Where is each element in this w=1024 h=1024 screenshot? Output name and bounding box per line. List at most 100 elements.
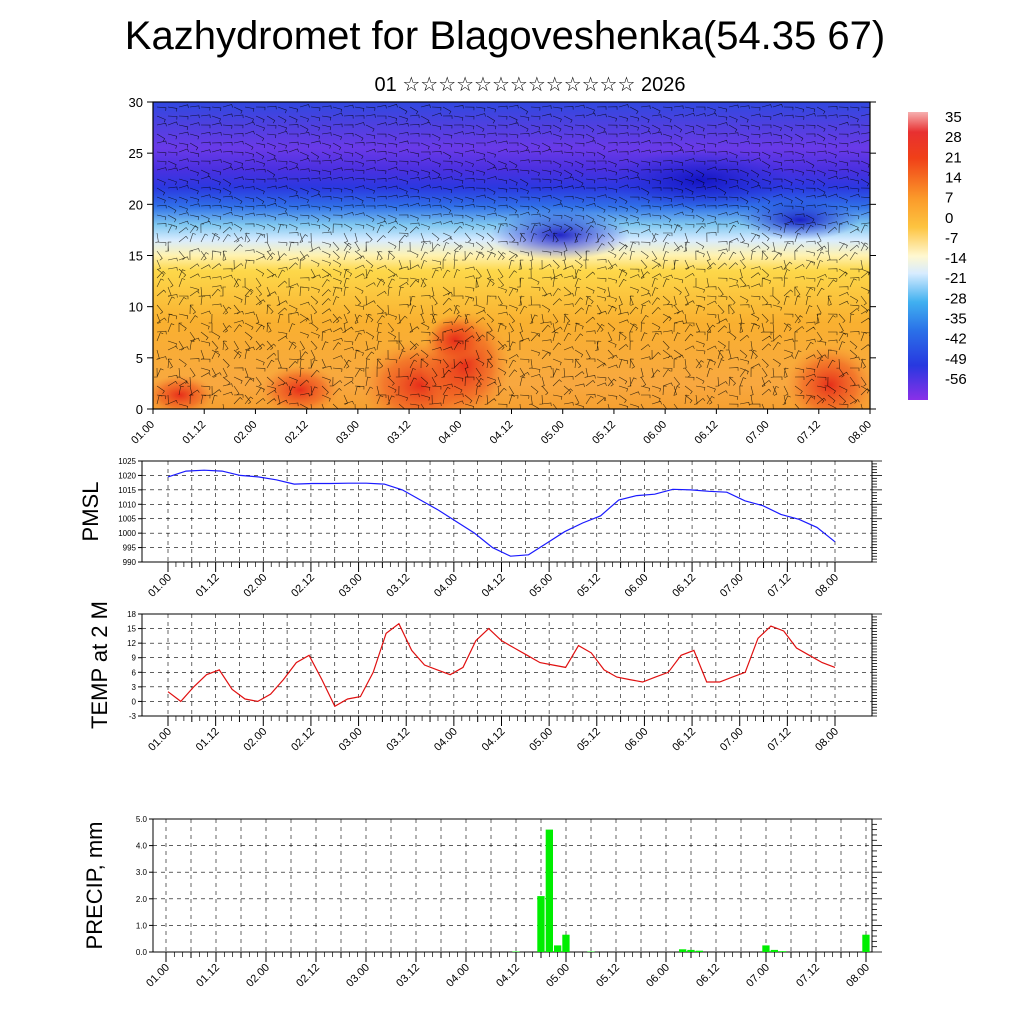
x-tick-label: 05.12 xyxy=(594,962,622,990)
x-tick-label: 04.12 xyxy=(488,419,516,447)
precip-panel: 0.0 1.0 2.0 3.0 4.0 5.0 01.00 01.12 02.00 02.12 03… xyxy=(82,815,882,990)
x-tick-label: 02.12 xyxy=(289,572,317,600)
y-tick-label: 3 xyxy=(132,683,137,692)
y-tick-label: 12 xyxy=(127,639,136,648)
wind-barbs xyxy=(154,103,870,409)
y-tick-label: 6 xyxy=(132,668,137,677)
x-tick-label: 05.00 xyxy=(527,572,555,600)
temperature-anomaly xyxy=(610,150,790,210)
precip-bar xyxy=(695,950,703,952)
colorbar-label: -21 xyxy=(945,270,967,287)
x-tick-label: 06.12 xyxy=(693,419,721,447)
x-tick-label: 02.00 xyxy=(232,419,260,447)
x-tick-label: 08.00 xyxy=(846,419,874,447)
precip-bar xyxy=(679,949,687,952)
x-tick-label: 05.00 xyxy=(539,419,567,447)
y-axis-label: PMSL xyxy=(78,482,103,542)
x-tick-label: 03.12 xyxy=(384,572,412,600)
y-tick-label: 5.0 xyxy=(136,815,148,824)
x-tick-label: 05.12 xyxy=(575,726,603,754)
panel-frame xyxy=(152,818,873,953)
y-tick-label: 0.0 xyxy=(136,948,148,957)
colorbar-label: 28 xyxy=(945,129,962,146)
x-tick-label: 06.12 xyxy=(670,572,698,600)
x-tick-label: 05.12 xyxy=(575,572,603,600)
colorbar-label: -28 xyxy=(945,290,967,307)
precip-bar xyxy=(762,945,770,952)
x-tick-label: 03.00 xyxy=(344,962,372,990)
x-tick-label: 07.00 xyxy=(744,419,772,447)
x-tick-label: 02.00 xyxy=(241,726,269,754)
y-tick-label: 25 xyxy=(129,146,143,161)
x-tick-label: 05.00 xyxy=(527,726,555,754)
precip-bar xyxy=(512,951,520,952)
temperature-anomaly xyxy=(740,200,860,240)
precip-bar xyxy=(770,949,778,952)
page-title: Kazhydromet for Blagoveshenka(54.35 67) xyxy=(124,14,886,58)
temperature-anomaly xyxy=(425,315,485,365)
x-tick-label: 02.12 xyxy=(294,962,322,990)
x-tick-label: 08.00 xyxy=(844,962,872,990)
cross-section-panel: 0 5 10 15 20 25 30 01.00 01.12 02.00 02.12 03.00 03.… xyxy=(129,95,876,447)
y-tick-label: 1025 xyxy=(118,457,136,466)
x-tick-label: 02.12 xyxy=(283,419,311,447)
colorbar-scale xyxy=(908,112,928,400)
colorbar-label: -14 xyxy=(945,250,967,267)
colorbar-label: -7 xyxy=(945,230,958,247)
x-tick-label: 03.12 xyxy=(384,726,412,754)
x-tick-label: 01.12 xyxy=(194,572,222,600)
y-axis-label: TEMP at 2 M xyxy=(87,601,112,729)
precip-bar xyxy=(687,949,695,952)
x-tick-label: 01.00 xyxy=(129,419,157,447)
y-tick-label: 15 xyxy=(127,625,136,634)
y-tick-label: 4.0 xyxy=(136,842,148,851)
x-tick-label: 05.00 xyxy=(544,962,572,990)
page-subtitle: 01 ☆☆☆☆☆☆☆☆☆☆☆☆☆ 2026 xyxy=(374,74,686,96)
colorbar-label: -56 xyxy=(945,371,967,388)
x-tick-label: 07.00 xyxy=(718,572,746,600)
colorbar-label: 0 xyxy=(945,210,953,227)
x-tick-label: 07.12 xyxy=(795,419,823,447)
x-tick-label: 04.00 xyxy=(432,572,460,600)
temperature-anomaly xyxy=(785,345,870,409)
x-tick-label: 06.00 xyxy=(644,962,672,990)
y-tick-label: 0 xyxy=(136,402,143,417)
x-tick-label: 07.12 xyxy=(766,726,794,754)
precip-bar xyxy=(587,951,595,952)
x-tick-label: 05.12 xyxy=(590,419,618,447)
y-tick-label: 1005 xyxy=(118,515,136,524)
colorbar-label: 21 xyxy=(945,149,962,166)
y-tick-label: 30 xyxy=(129,95,143,110)
y-tick-label: 5 xyxy=(136,351,143,366)
y-tick-label: 995 xyxy=(123,544,137,553)
x-tick-label: 07.00 xyxy=(718,726,746,754)
x-tick-label: 08.00 xyxy=(813,726,841,754)
x-tick-label: 02.12 xyxy=(289,726,317,754)
x-tick-label: 04.12 xyxy=(480,572,508,600)
y-tick-label: 9 xyxy=(132,654,137,663)
colorbar-label: 14 xyxy=(945,169,962,186)
x-tick-label: 01.00 xyxy=(146,726,174,754)
x-tick-label: 04.00 xyxy=(444,962,472,990)
series-line xyxy=(167,469,836,557)
x-tick-label: 06.00 xyxy=(641,419,669,447)
precip-bar xyxy=(779,951,787,952)
x-tick-label: 01.12 xyxy=(194,726,222,754)
x-tick-label: 04.00 xyxy=(436,419,464,447)
colorbar-label: -42 xyxy=(945,331,967,348)
y-tick-label: 990 xyxy=(123,558,137,567)
pmsl-panel: 990 995 1000 1005 1010 1015 1020 1025 01.00 01.12… xyxy=(78,457,882,600)
x-tick-label: 03.00 xyxy=(334,419,362,447)
precip-bar xyxy=(537,896,545,952)
y-tick-label: 1010 xyxy=(118,500,136,509)
y-tick-label: 1015 xyxy=(118,486,136,495)
y-tick-label: 20 xyxy=(129,197,143,212)
x-tick-label: 02.00 xyxy=(241,572,269,600)
x-tick-label: 01.00 xyxy=(144,962,172,990)
x-tick-label: 02.00 xyxy=(244,962,272,990)
colorbar-label: 35 xyxy=(945,109,962,126)
x-tick-label: 03.12 xyxy=(394,962,422,990)
precip-bar xyxy=(562,934,570,952)
colorbar: 35 28 21 14 7 0 -7 -14 -21 -28 -35 -42 -49 -56 xyxy=(908,109,967,400)
